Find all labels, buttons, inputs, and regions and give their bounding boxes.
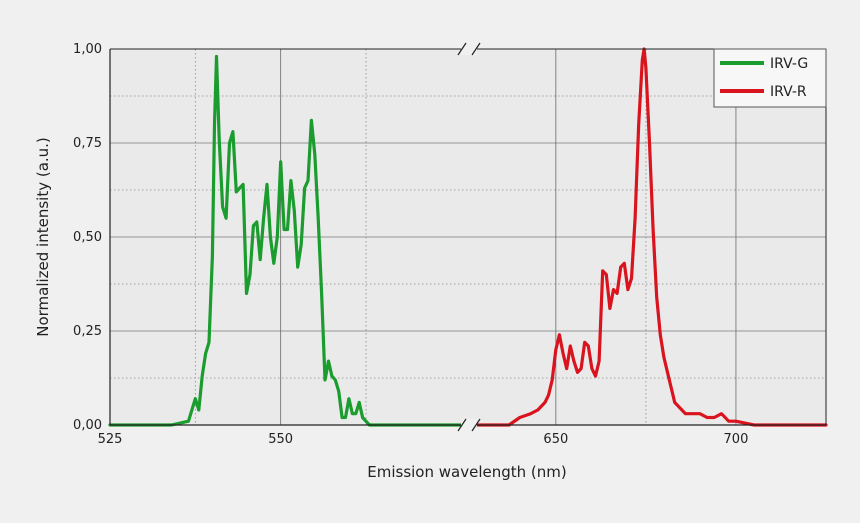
x-tick-label: 550 — [268, 432, 293, 447]
x-axis-title: Emission wavelength (nm) — [367, 463, 566, 481]
y-axis-title: Normalized intensity (a.u.) — [34, 137, 52, 337]
y-tick-label: 0,75 — [73, 136, 102, 151]
series-layer — [108, 47, 828, 427]
x-tick-label: 525 — [98, 432, 123, 447]
axis-break-gap — [461, 419, 477, 431]
legend-box — [713, 48, 827, 108]
axis-break-mark — [457, 418, 467, 432]
axis-break-mark — [471, 418, 481, 432]
y-tick-label: 1,00 — [73, 42, 102, 57]
y-tick-label: 0,25 — [73, 324, 102, 339]
axis-break-mark — [471, 42, 481, 56]
x-tick-label: 700 — [724, 432, 749, 447]
series-line-irv-g — [108, 54, 467, 427]
axis-break-mark — [457, 42, 467, 56]
x-tick-label: 650 — [543, 432, 568, 447]
legend-label-irv-r: IRV-R — [770, 84, 807, 100]
series-line-irv-r — [471, 47, 828, 427]
legend-label-irv-g: IRV-G — [770, 56, 808, 72]
axis-break-gap — [461, 43, 477, 55]
legend: IRV-G IRV-R — [713, 48, 827, 108]
y-tick-label: 0,00 — [73, 418, 102, 433]
axis-break — [457, 42, 481, 432]
grid — [110, 48, 826, 425]
y-tick-label: 0,50 — [73, 230, 102, 245]
tick-labels: 0,00 0,25 0,50 0,75 1,00 525 550 650 700 — [73, 42, 748, 447]
